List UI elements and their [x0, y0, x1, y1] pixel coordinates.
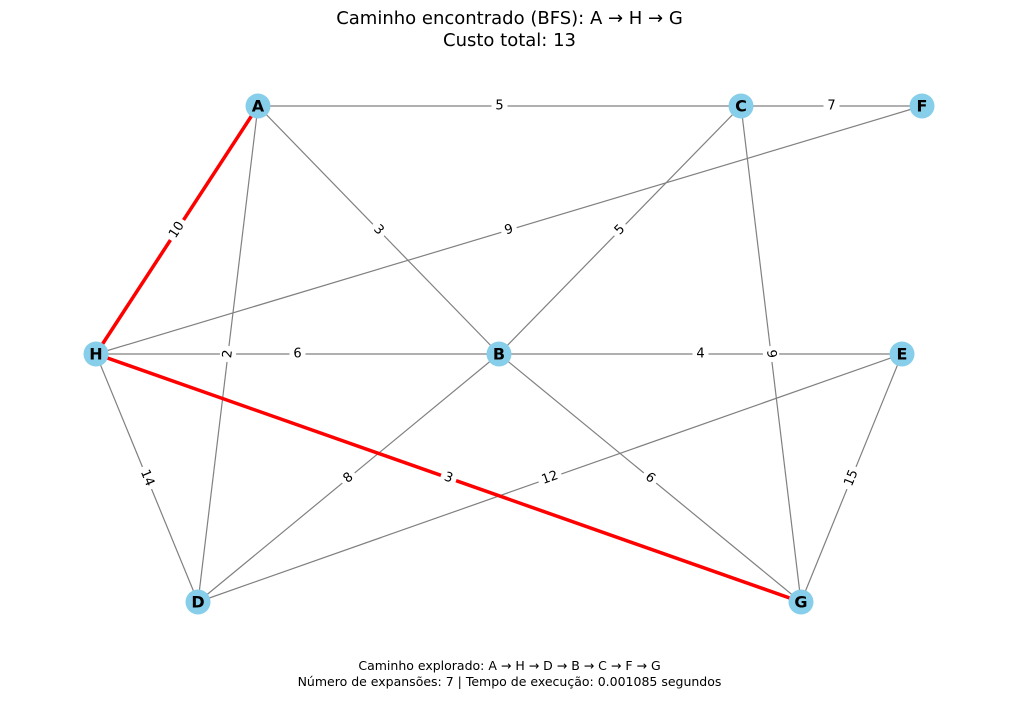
node-label: F: [917, 97, 928, 116]
title-line-cost: Custo total: 13: [443, 30, 576, 51]
edge-label-bg: [219, 345, 237, 363]
edge-weight-label: 6: [293, 347, 301, 362]
edge-label-C-G: 9: [762, 345, 780, 363]
edge-weight-label: 5: [495, 99, 503, 114]
edge-label-bg: [491, 98, 508, 114]
node-circle: [486, 341, 512, 367]
edge-label-bg: [536, 466, 564, 490]
edge-label-A-H: 10: [163, 215, 191, 245]
node-H: H: [83, 341, 109, 367]
node-label: C: [735, 97, 747, 116]
edge-label-A-C: 5: [491, 98, 508, 114]
nodes-layer: A C F H B E D G: [83, 93, 935, 615]
edge-label-C-B: 5: [608, 218, 632, 242]
edge-label-bg: [499, 220, 519, 240]
edge-label-bg: [762, 345, 780, 363]
edge-label-B-E: 4: [692, 346, 709, 362]
node-D: D: [185, 589, 211, 615]
node-B: B: [486, 341, 512, 367]
node-label: B: [493, 345, 505, 364]
edge-label-bg: [608, 218, 632, 242]
node-label: H: [89, 345, 102, 364]
edge-label-E-G: 15: [839, 463, 864, 493]
node-E: E: [889, 341, 915, 367]
edge-label-H-G: 3: [438, 467, 459, 489]
edge-label-C-F: 7: [823, 98, 840, 114]
edge-label-bg: [823, 98, 840, 114]
edge-weight-label: 12: [540, 468, 561, 488]
node-circle: [909, 93, 935, 119]
edge-label-A-B: 3: [367, 218, 390, 242]
edge-label-H-D: 14: [135, 463, 159, 493]
footer-explored-path: Caminho explorado: A → H → D → B → C → F…: [358, 658, 661, 673]
plot-footer: Caminho explorado: A → H → D → B → C → F…: [0, 658, 1019, 690]
edge-weight-label: 9: [503, 222, 515, 239]
node-A: A: [245, 93, 271, 119]
edge-label-E-D: 12: [536, 466, 564, 490]
title-line-path: Caminho encontrado (BFS): A → H → G: [336, 8, 683, 29]
edge-label-A-D: 2: [219, 345, 237, 363]
edge-weight-label: 14: [137, 467, 157, 488]
edge-weight-label: 7: [827, 99, 835, 114]
edge-label-H-F: 9: [499, 220, 519, 240]
edge-label-bg: [135, 463, 159, 493]
node-C: C: [728, 93, 754, 119]
edge-weight-label: 4: [696, 347, 704, 362]
node-F: F: [909, 93, 935, 119]
plot-title: Caminho encontrado (BFS): A → H → G Cust…: [0, 8, 1019, 52]
edge-label-B-G: 6: [638, 466, 662, 490]
edge-label-bg: [367, 218, 390, 242]
edge-weight-label: 2: [220, 349, 236, 359]
node-circle: [728, 93, 754, 119]
edge-label-bg: [692, 346, 709, 362]
node-circle: [185, 589, 211, 615]
footer-stats: Número de expansões: 7 | Tempo de execuç…: [297, 674, 722, 689]
edge-label-H-B: 6: [289, 346, 306, 362]
edge-label-bg: [638, 466, 662, 490]
edge-label-bg: [289, 346, 306, 362]
node-label: E: [897, 345, 908, 364]
node-circle: [788, 589, 814, 615]
edge-weight-label: 15: [841, 468, 861, 489]
edge-label-B-D: 8: [337, 466, 360, 490]
node-circle: [889, 341, 915, 367]
edge-weight-label: 9: [763, 349, 779, 359]
edge-label-bg: [163, 215, 191, 245]
edge-label-bg: [438, 467, 459, 489]
edge-label-bg: [337, 466, 360, 490]
edge-label-bg: [839, 463, 864, 493]
node-label: D: [191, 593, 204, 612]
edge-labels-layer: 5 7 3 2 9 5 9 6 4 14 8 12 6 15 10 3: [135, 98, 864, 493]
node-label: A: [252, 97, 265, 116]
node-label: G: [794, 593, 807, 612]
node-circle: [245, 93, 271, 119]
node-G: G: [788, 589, 814, 615]
node-circle: [83, 341, 109, 367]
